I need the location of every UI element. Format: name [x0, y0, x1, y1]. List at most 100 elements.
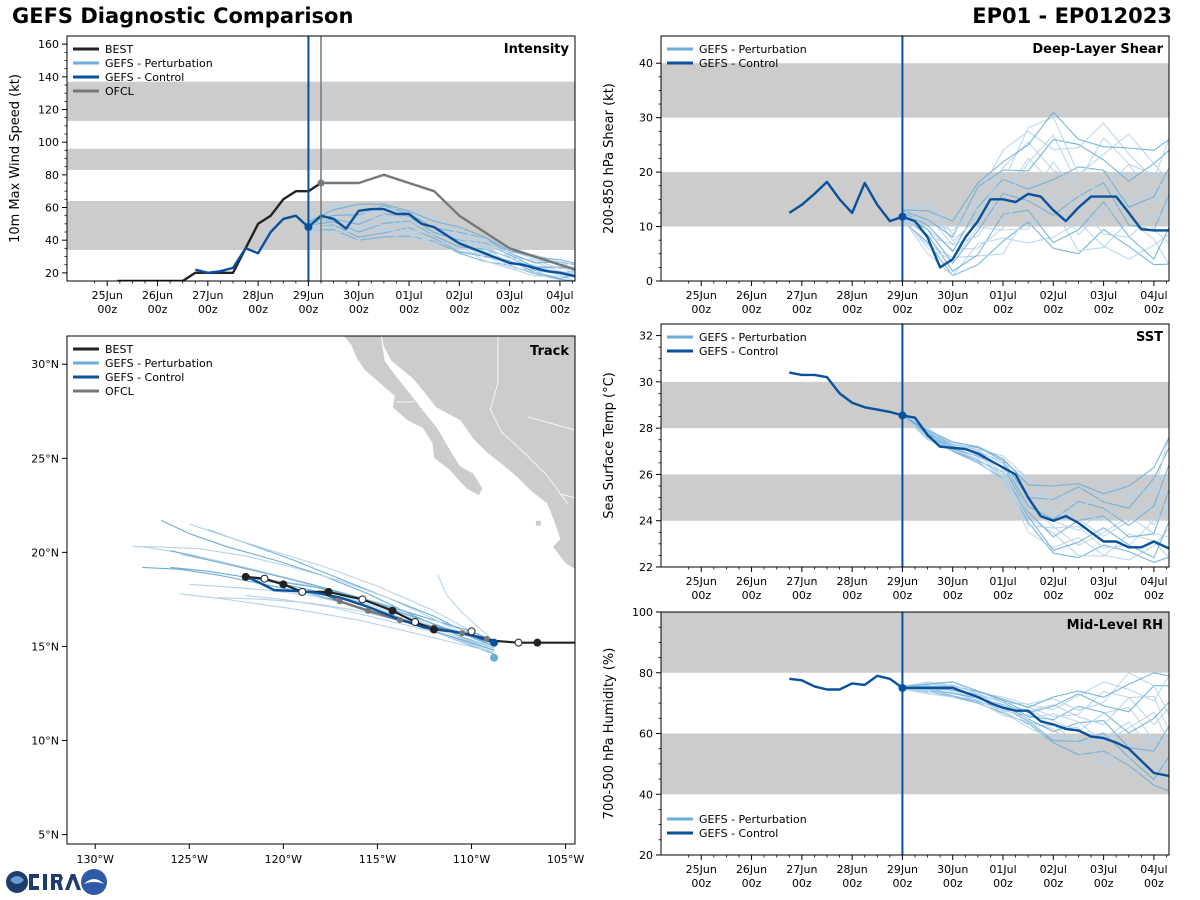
sst-plot-area — [661, 371, 1169, 563]
shear-ytick-label: 40 — [639, 57, 653, 70]
track-lat-label: 20°N — [31, 546, 59, 559]
shear-xtick-label: 01Jul — [989, 289, 1016, 302]
track-best-point — [358, 595, 367, 604]
intensity-ytick-label: 140 — [38, 71, 59, 84]
land-mexico-mainland — [358, 336, 575, 570]
track-ofcl-point — [459, 630, 466, 637]
track-map: 5°N 10°N 15°N 20°N 25°N 30°N 130°W 125°W 120°W 11… — [31, 335, 584, 866]
sst-chart: 22242628303225Jun00z26Jun00z27Jun00z28Ju… — [602, 323, 1170, 602]
shear-plot-area — [661, 63, 1169, 277]
intensity-xtick-label: 00z — [148, 303, 168, 316]
intensity-xtick-label: 26Jun — [142, 289, 173, 302]
shear-perturbation-line — [902, 166, 1169, 253]
shear-control-line — [788, 180, 1169, 269]
sst-perturbation-line — [902, 414, 1169, 506]
intensity-ytick-label: 120 — [38, 104, 59, 117]
track-best-point — [260, 574, 269, 583]
intensity-xtick-label: 04Jul — [546, 289, 573, 302]
shear-ytick-label: 10 — [639, 221, 653, 234]
sst-panel-title: SST — [1136, 330, 1163, 345]
rh-xtick-label: 04Jul — [1140, 863, 1167, 876]
intensity-ytick-label: 60 — [45, 202, 59, 215]
intensity-ytick-label: 160 — [38, 38, 59, 51]
state-border — [559, 493, 575, 499]
land-islas-marias — [535, 520, 542, 527]
track-best-point — [429, 625, 438, 634]
cira-wordmark — [29, 874, 81, 890]
intensity-xtick-label: 03Jul — [496, 289, 523, 302]
sst-band-1 — [661, 381, 1169, 429]
sst-xtick-label: 02Jul — [1040, 575, 1067, 588]
shear-band-1 — [661, 63, 1169, 118]
shear-xtick-label: 00z — [1094, 303, 1114, 316]
track-best-point — [324, 587, 333, 596]
track-lat-label: 5°N — [38, 829, 59, 842]
intensity-panel-title: Intensity — [504, 42, 570, 57]
track-control-init-point — [490, 638, 499, 647]
intensity-ofcl-line — [321, 173, 575, 271]
intensity-control-line — [195, 207, 575, 278]
shear-xtick-label: 00z — [1144, 303, 1164, 316]
rh-ytick-label: 20 — [639, 849, 653, 862]
page-title: GEFS Diagnostic Comparison — [12, 4, 354, 28]
shear-legend-label: GEFS - Control — [699, 57, 778, 70]
rh-ytick-label: 80 — [639, 667, 653, 680]
sst-xtick-label: 00z — [1144, 589, 1164, 602]
intensity-legend-label: GEFS - Perturbation — [105, 57, 213, 70]
track-legend-label: OFCL — [105, 385, 135, 398]
sst-xtick-label: 26Jun — [736, 575, 767, 588]
rh-xtick-label: 00z — [691, 877, 711, 890]
shear-perturbation-line — [902, 116, 1169, 222]
sst-xtick-label: 00z — [842, 589, 862, 602]
shear-legend-label: GEFS - Perturbation — [699, 43, 807, 56]
shear-chart: 01020304025Jun00z26Jun00z27Jun00z28Jun00… — [602, 35, 1170, 316]
sst-xtick-label: 30Jun — [937, 575, 968, 588]
intensity-perturbation-line — [308, 227, 575, 278]
sst-ytick-label: 32 — [639, 330, 653, 343]
intensity-ytick-label: 20 — [45, 267, 59, 280]
shear-ylabel: 200-850 hPa Shear (kt) — [602, 83, 617, 234]
rh-xtick-label: 26Jun — [736, 863, 767, 876]
track-panel-title: Track — [530, 344, 569, 359]
shear-xtick-label: 00z — [842, 303, 862, 316]
shear-perturbation-line — [902, 111, 1169, 222]
shear-perturbation-line — [902, 200, 1169, 272]
sst-perturbation-line — [902, 414, 1169, 527]
intensity-xtick-label: 00z — [399, 303, 419, 316]
shear-xtick-label: 00z — [1043, 303, 1063, 316]
track-perturbation-line — [132, 546, 495, 649]
intensity-perturbation-line — [308, 220, 575, 274]
intensity-ytick-label: 100 — [38, 136, 59, 149]
intensity-xtick-label: 00z — [500, 303, 520, 316]
rh-xtick-label: 27Jun — [786, 863, 817, 876]
intensity-legend-label: OFCL — [105, 85, 135, 98]
land-baja-california — [343, 336, 484, 497]
rh-xtick-label: 00z — [1094, 877, 1114, 890]
intensity-perturbation-line — [308, 201, 575, 266]
track-lon-label: 125°W — [171, 853, 208, 866]
track-legend-label: GEFS - Control — [105, 371, 184, 384]
intensity-xtick-label: 00z — [299, 303, 319, 316]
sst-frame — [660, 323, 1170, 568]
track-lon-label: 120°W — [265, 853, 302, 866]
intensity-xtick-label: 00z — [349, 303, 369, 316]
rh-ytick-label: 60 — [639, 728, 653, 741]
sst-xtick-label: 00z — [1043, 589, 1063, 602]
sst-xtick-label: 00z — [1094, 589, 1114, 602]
intensity-xtick-label: 02Jul — [446, 289, 473, 302]
track-best-point — [411, 617, 420, 626]
rh-xtick-label: 29Jun — [887, 863, 918, 876]
intensity-perturbation-line — [308, 224, 575, 279]
rh-perturbation-line — [902, 672, 1169, 709]
sst-xtick-label: 00z — [993, 589, 1013, 602]
rh-ylabel: 700-500 hPa Humidity (%) — [602, 648, 617, 820]
shear-xtick-label: 00z — [691, 303, 711, 316]
shear-perturbation-line — [902, 207, 1169, 265]
rh-xtick-label: 25Jun — [686, 863, 717, 876]
intensity-xtick-label: 00z — [248, 303, 268, 316]
sst-ytick-label: 28 — [639, 422, 653, 435]
track-perturbation-line — [207, 529, 495, 647]
shear-xtick-label: 30Jun — [937, 289, 968, 302]
rh-xtick-label: 00z — [792, 877, 812, 890]
shear-perturbation-line — [902, 161, 1169, 245]
